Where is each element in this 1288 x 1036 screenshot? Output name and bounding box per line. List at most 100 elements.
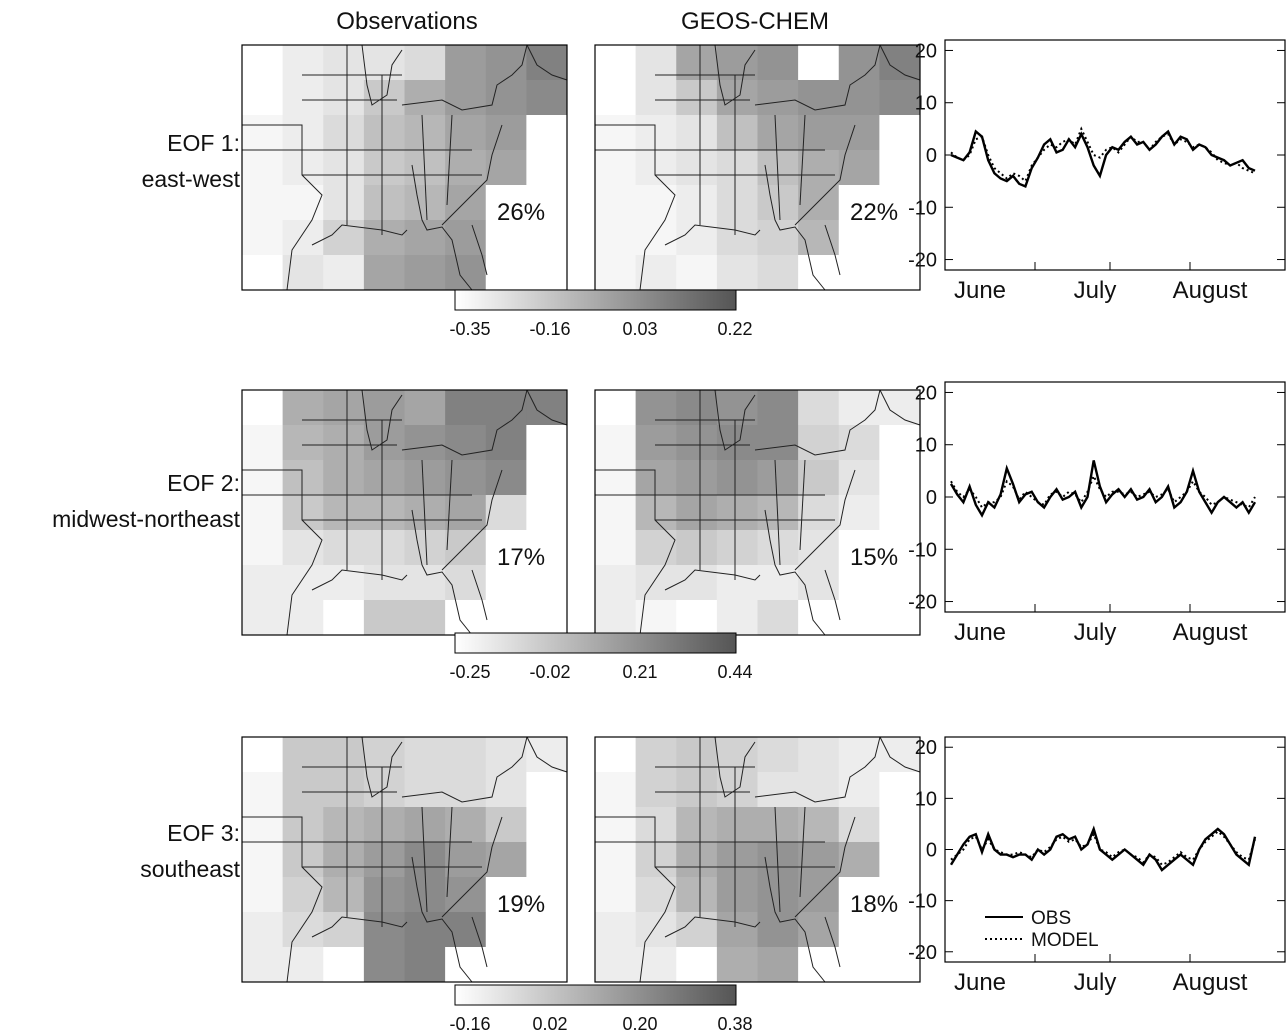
colorbar-eof2-tick-label: -0.02 <box>529 662 570 682</box>
map-model-eof2-cell <box>757 425 799 461</box>
map-model-eof2-cell <box>879 495 921 531</box>
map-model-eof3-cell <box>879 807 921 843</box>
map-observations-eof1-cell <box>363 150 405 186</box>
map-observations-eof3-variance-label: 19% <box>497 891 545 918</box>
map-model-eof1-cell <box>757 255 799 291</box>
map-observations-eof2-cell <box>282 530 324 566</box>
map-observations-eof1-cell <box>323 150 365 186</box>
map-model-eof3-cell <box>838 737 880 773</box>
map-observations-eof1-frame <box>241 44 568 291</box>
map-model-eof3-cell <box>879 737 921 773</box>
map-model-eof1-cell <box>676 255 718 291</box>
map-observations-eof3-cell <box>526 912 568 948</box>
map-observations-eof3-cell <box>242 947 284 983</box>
map-observations-eof3-cell <box>485 807 527 843</box>
map-observations-eof2-cell <box>282 425 324 461</box>
colorbar-eof3-tick-label: 0.20 <box>622 1014 657 1034</box>
map-observations-eof3-cell <box>485 947 527 983</box>
row-label-eof1: EOF 1: east-west <box>0 125 240 197</box>
map-model-eof3-cell <box>595 772 637 808</box>
map-observations-eof1-cell <box>323 115 365 151</box>
map-observations-eof1-cell <box>363 115 405 151</box>
map-observations-eof1-cell <box>445 150 487 186</box>
map-observations-eof1-boundary <box>421 114 428 221</box>
map-observations-eof2-cell <box>363 425 405 461</box>
colorbar-eof1-tick-label: 0.22 <box>717 319 752 339</box>
map-model-eof2-cell <box>879 390 921 426</box>
colorbar-eof3-tick-label: -0.16 <box>449 1014 490 1034</box>
map-model-eof1-cell <box>635 80 677 116</box>
map-observations-eof1-cell <box>404 80 446 116</box>
timeseries-layer: -20 -10 0 10 20 June July August -20 -10 0 10 20 June… <box>908 39 1286 996</box>
map-model-eof3-cell <box>716 772 758 808</box>
map-observations-eof1-cell <box>282 150 324 186</box>
y-tick-label: -20 <box>908 592 937 614</box>
map-model-eof3-cell <box>595 877 637 913</box>
map-model-eof2-boundary <box>754 389 881 456</box>
map-observations-eof3-cell <box>323 842 365 878</box>
map-observations-eof3-cell <box>282 807 324 843</box>
map-observations-eof2-boundary <box>401 389 528 456</box>
map-observations-eof2-cell <box>282 460 324 496</box>
y-tick-label: -10 <box>908 197 937 219</box>
map-observations-eof2-cell <box>323 565 365 601</box>
map-observations-eof2-cell <box>445 565 487 601</box>
map-model-eof3: 18% <box>594 736 921 983</box>
timeseries-chart-eof1: -20 -10 0 10 20 June July August <box>908 39 1286 304</box>
map-model-eof3-cell <box>716 912 758 948</box>
map-model-eof2-cell <box>676 565 718 601</box>
map-observations-eof3-cell <box>445 947 487 983</box>
map-model-eof1-cell <box>716 255 758 291</box>
map-observations-eof1-boundary <box>242 124 323 291</box>
y-tick-label: 20 <box>915 40 937 62</box>
map-model-eof3-cell <box>838 947 880 983</box>
map-model-eof3-boundary <box>664 916 761 938</box>
map-observations-eof2-cell <box>323 460 365 496</box>
map-observations-eof1-cell <box>282 115 324 151</box>
map-model-eof1-cell <box>838 115 880 151</box>
map-model-eof1-cell <box>635 220 677 256</box>
map-observations-eof2-cell <box>363 530 405 566</box>
map-model-eof3-frame <box>594 736 921 983</box>
map-observations-eof2-cell <box>242 565 284 601</box>
map-observations-eof2-cell <box>485 495 527 531</box>
map-observations-eof3-cell <box>526 842 568 878</box>
map-observations-eof3-cell <box>363 772 405 808</box>
map-observations-eof3-cell <box>363 912 405 948</box>
map-model-eof1-cell <box>595 255 637 291</box>
map-observations-eof1-cell <box>242 185 284 221</box>
map-model-eof1-cell <box>838 220 880 256</box>
series-model-line <box>950 830 1256 867</box>
map-model-eof1-cell <box>757 80 799 116</box>
map-observations-eof2-cell <box>242 495 284 531</box>
legend-label-model: MODEL <box>1031 930 1099 951</box>
map-model-eof3-cell <box>838 842 880 878</box>
map-observations-eof1-boundary <box>401 44 528 111</box>
map-observations-eof3-cell <box>242 737 284 773</box>
map-observations-eof2-cell <box>323 425 365 461</box>
map-model-eof2-cell <box>757 390 799 426</box>
x-tick-label: June <box>954 277 1006 304</box>
map-observations-eof2-cell <box>526 600 568 636</box>
map-observations-eof2-cell <box>323 495 365 531</box>
map-observations-eof2-cell <box>363 565 405 601</box>
map-model-eof1-cell <box>838 80 880 116</box>
colorbar-eof1-tick-label: 0.03 <box>622 319 657 339</box>
map-model-eof3-boundary <box>754 736 881 803</box>
map-model-eof3-cell <box>838 912 880 948</box>
map-observations-eof2-cell <box>445 600 487 636</box>
map-model-eof3-boundary <box>774 806 781 913</box>
map-observations-eof3-cell <box>282 772 324 808</box>
y-tick-label: 10 <box>915 93 937 115</box>
map-model-eof1-cell <box>676 220 718 256</box>
map-model-eof1-cell <box>879 150 921 186</box>
map-model-eof2-cell <box>838 565 880 601</box>
map-model-eof3-variance-label: 18% <box>850 891 898 918</box>
map-model-eof1-cell <box>879 255 921 291</box>
map-model-eof2-cell <box>595 565 637 601</box>
map-model-eof2-cell <box>595 390 637 426</box>
map-observations-eof3-cell <box>323 947 365 983</box>
map-model-eof1: 22% <box>594 44 921 291</box>
map-observations-eof2-cell <box>445 495 487 531</box>
map-observations-eof3-cell <box>404 807 446 843</box>
